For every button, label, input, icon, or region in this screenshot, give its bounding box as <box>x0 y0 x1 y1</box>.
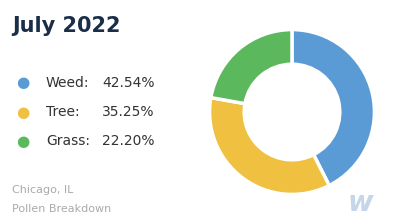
Text: 35.25%: 35.25% <box>102 105 154 119</box>
Text: ●: ● <box>16 75 29 90</box>
Text: Grass:: Grass: <box>46 134 90 148</box>
Text: ●: ● <box>16 134 29 149</box>
Text: 42.54%: 42.54% <box>102 76 154 90</box>
Wedge shape <box>292 30 374 185</box>
Wedge shape <box>210 98 329 194</box>
Wedge shape <box>211 30 292 104</box>
Text: Chicago, IL: Chicago, IL <box>12 185 73 195</box>
Text: July 2022: July 2022 <box>12 16 120 36</box>
Text: Tree:: Tree: <box>46 105 80 119</box>
Text: ●: ● <box>16 105 29 119</box>
Text: Pollen Breakdown: Pollen Breakdown <box>12 204 111 214</box>
Text: 22.20%: 22.20% <box>102 134 154 148</box>
Text: w: w <box>347 189 373 217</box>
Text: Weed:: Weed: <box>46 76 90 90</box>
